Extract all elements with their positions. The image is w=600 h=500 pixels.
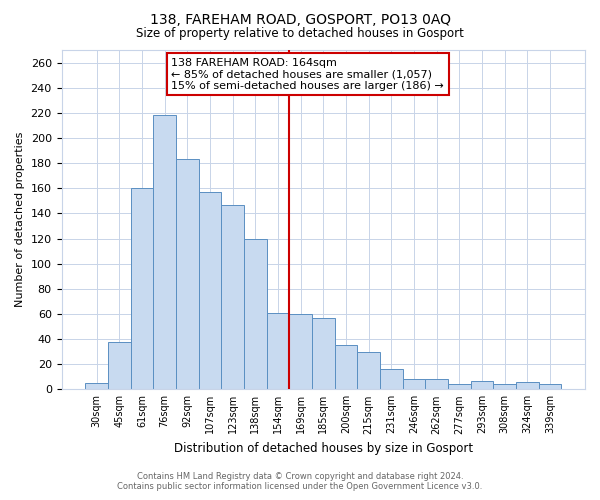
Bar xyxy=(539,384,561,390)
Bar xyxy=(266,312,289,390)
Bar xyxy=(289,314,312,390)
Bar xyxy=(335,346,357,390)
Y-axis label: Number of detached properties: Number of detached properties xyxy=(15,132,25,308)
Bar xyxy=(199,192,221,390)
Bar xyxy=(516,382,539,390)
Bar xyxy=(176,160,199,390)
Bar xyxy=(244,238,266,390)
Bar xyxy=(312,318,335,390)
Text: Contains HM Land Registry data © Crown copyright and database right 2024.
Contai: Contains HM Land Registry data © Crown c… xyxy=(118,472,482,491)
Bar xyxy=(448,384,470,390)
Bar xyxy=(425,380,448,390)
Bar xyxy=(108,342,131,390)
Text: 138, FAREHAM ROAD, GOSPORT, PO13 0AQ: 138, FAREHAM ROAD, GOSPORT, PO13 0AQ xyxy=(149,12,451,26)
Text: 138 FAREHAM ROAD: 164sqm
← 85% of detached houses are smaller (1,057)
15% of sem: 138 FAREHAM ROAD: 164sqm ← 85% of detach… xyxy=(172,58,444,90)
Bar xyxy=(221,204,244,390)
Bar xyxy=(357,352,380,390)
Bar xyxy=(380,369,403,390)
X-axis label: Distribution of detached houses by size in Gosport: Distribution of detached houses by size … xyxy=(174,442,473,455)
Bar xyxy=(154,116,176,390)
Bar xyxy=(85,383,108,390)
Bar xyxy=(403,380,425,390)
Bar xyxy=(470,380,493,390)
Text: Size of property relative to detached houses in Gosport: Size of property relative to detached ho… xyxy=(136,28,464,40)
Bar xyxy=(131,188,154,390)
Bar xyxy=(493,384,516,390)
